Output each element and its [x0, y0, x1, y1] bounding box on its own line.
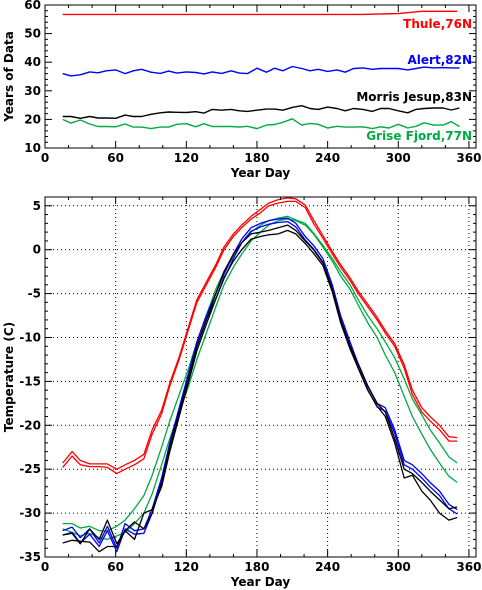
legend-thule-76n: Thule,76N: [403, 17, 472, 31]
temp-series-alert-82n-5: [62, 220, 458, 553]
years-xtick-label-240: 240: [315, 151, 340, 165]
temperature-chart: 0 60 120 180 240 300 360 -35 -30 -25 -20 -15 -10 -5 0 5…: [2, 196, 481, 589]
temp-series-grise-fjord-77n-2: [62, 215, 458, 532]
temp-xaxis-label: Year Day: [230, 575, 291, 589]
years-xtick-label-360: 360: [456, 151, 481, 165]
years-ytick-label-40: 40: [24, 55, 41, 69]
temp-ytick-label--20: -20: [19, 418, 41, 432]
years-xtick-label-300: 300: [386, 151, 411, 165]
temp-ytick-label--10: -10: [19, 330, 41, 344]
temp-xtick-label-180: 180: [244, 560, 269, 574]
years-xtick-label-0: 0: [41, 151, 49, 165]
years-xtick-label-180: 180: [244, 151, 269, 165]
years-ytick-label-30: 30: [24, 84, 41, 98]
temp-ytick-label--35: -35: [19, 550, 41, 564]
years-ytick-label-50: 50: [24, 27, 41, 41]
years-series-morris-jesup-83n-2: [62, 104, 460, 120]
temp-xtick-label-60: 60: [107, 560, 124, 574]
years-ytick-label-20: 20: [24, 112, 41, 126]
years-xtick-label-60: 60: [107, 151, 124, 165]
legend-alert-82n: Alert,82N: [408, 53, 473, 67]
temp-ytick-label-5: 5: [33, 199, 41, 213]
temp-series-thule-76n-0: [62, 200, 458, 475]
temp-series-thule-76n-1: [62, 197, 458, 470]
years-series-alert-82n-1: [62, 65, 460, 77]
legend-grise-fjord-77n: Grise Fjord,77N: [366, 129, 472, 143]
years-yaxis-label: Years of Data: [2, 31, 16, 123]
temp-series-morris-jesup-83n-6: [62, 224, 458, 545]
years-ytick-label-60: 60: [24, 0, 41, 12]
temp-ytick-label--30: -30: [19, 506, 41, 520]
temp-xtick-label-240: 240: [315, 560, 340, 574]
years-series-thule-76n-0: [62, 10, 458, 16]
temp-ytick-label-0: 0: [33, 243, 41, 257]
years-of-data-chart: 0 60 120 180 240 300 360 10 20 30 40 50 60 Year Day Ye…: [2, 0, 481, 180]
legend-morris-jesup-83n: Morris Jesup,83N: [356, 90, 472, 104]
years-xaxis-label: Year Day: [230, 166, 291, 180]
temp-plot-frame: [44, 196, 477, 558]
years-ytick-label-10: 10: [24, 141, 41, 155]
temp-series-grise-fjord-77n-3: [62, 218, 458, 541]
temp-series-morris-jesup-83n-7: [62, 229, 458, 553]
temp-xtick-label-300: 300: [386, 560, 411, 574]
years-series-grise-fjord-77n-3: [62, 118, 460, 130]
years-plot-frame: [44, 4, 477, 149]
temp-xtick-label-360: 360: [456, 560, 481, 574]
temp-yaxis-label: Temperature (C): [2, 322, 16, 432]
temp-ytick-label--15: -15: [19, 374, 41, 388]
temp-xtick-label-120: 120: [174, 560, 199, 574]
temp-ytick-label--5: -5: [28, 287, 41, 301]
years-xtick-label-120: 120: [174, 151, 199, 165]
temp-xtick-label-0: 0: [41, 560, 49, 574]
temp-series-alert-82n-4: [62, 217, 458, 549]
temp-ytick-label--25: -25: [19, 462, 41, 476]
